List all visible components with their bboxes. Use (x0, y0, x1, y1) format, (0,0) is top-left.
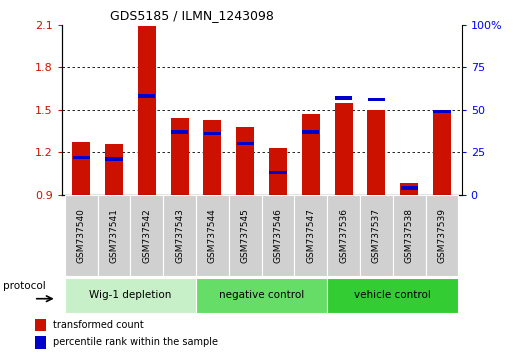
Text: GSM737544: GSM737544 (208, 208, 217, 263)
Bar (368, 98, 385, 101)
Bar (294, 195, 327, 276)
Bar (229, 195, 262, 276)
Bar (163, 195, 196, 276)
Bar (65, 195, 97, 276)
Text: vehicle control: vehicle control (354, 290, 431, 300)
Bar (35, 319, 46, 331)
Bar (204, 132, 221, 135)
Bar (196, 195, 229, 276)
Text: GSM737547: GSM737547 (306, 208, 315, 263)
Bar (97, 195, 130, 276)
Bar (302, 130, 320, 133)
Bar (65, 278, 196, 313)
Bar (401, 186, 418, 190)
Bar (130, 195, 163, 276)
Bar (73, 155, 90, 159)
Bar (426, 195, 459, 276)
Text: GSM737536: GSM737536 (339, 208, 348, 263)
Bar (35, 336, 46, 349)
Text: Wig-1 depletion: Wig-1 depletion (89, 290, 172, 300)
Bar (433, 113, 451, 195)
Bar (400, 183, 418, 195)
Text: GSM737542: GSM737542 (142, 208, 151, 263)
Bar (204, 120, 222, 195)
Bar (302, 114, 320, 195)
Bar (105, 144, 123, 195)
Bar (262, 195, 294, 276)
Bar (334, 103, 352, 195)
Bar (393, 195, 426, 276)
Text: GSM737545: GSM737545 (241, 208, 250, 263)
Bar (433, 110, 450, 113)
Text: percentile rank within the sample: percentile rank within the sample (53, 337, 219, 347)
Text: GSM737539: GSM737539 (438, 208, 446, 263)
Bar (139, 95, 155, 98)
Bar (236, 142, 254, 145)
Bar (367, 110, 385, 195)
Text: GSM737540: GSM737540 (77, 208, 86, 263)
Bar (269, 148, 287, 195)
Bar (72, 142, 90, 195)
Bar (138, 26, 156, 195)
Text: GDS5185 / ILMN_1243098: GDS5185 / ILMN_1243098 (110, 9, 273, 22)
Text: GSM737546: GSM737546 (273, 208, 283, 263)
Bar (196, 278, 327, 313)
Text: negative control: negative control (219, 290, 304, 300)
Text: protocol: protocol (3, 281, 46, 291)
Bar (327, 195, 360, 276)
Bar (106, 157, 123, 161)
Bar (171, 118, 189, 195)
Text: GSM737541: GSM737541 (110, 208, 119, 263)
Bar (269, 171, 287, 175)
Bar (335, 96, 352, 99)
Text: transformed count: transformed count (53, 320, 144, 330)
Text: GSM737537: GSM737537 (372, 208, 381, 263)
Text: GSM737538: GSM737538 (405, 208, 413, 263)
Bar (171, 130, 188, 133)
Bar (236, 127, 254, 195)
Text: GSM737543: GSM737543 (175, 208, 184, 263)
Bar (360, 195, 393, 276)
Bar (327, 278, 459, 313)
